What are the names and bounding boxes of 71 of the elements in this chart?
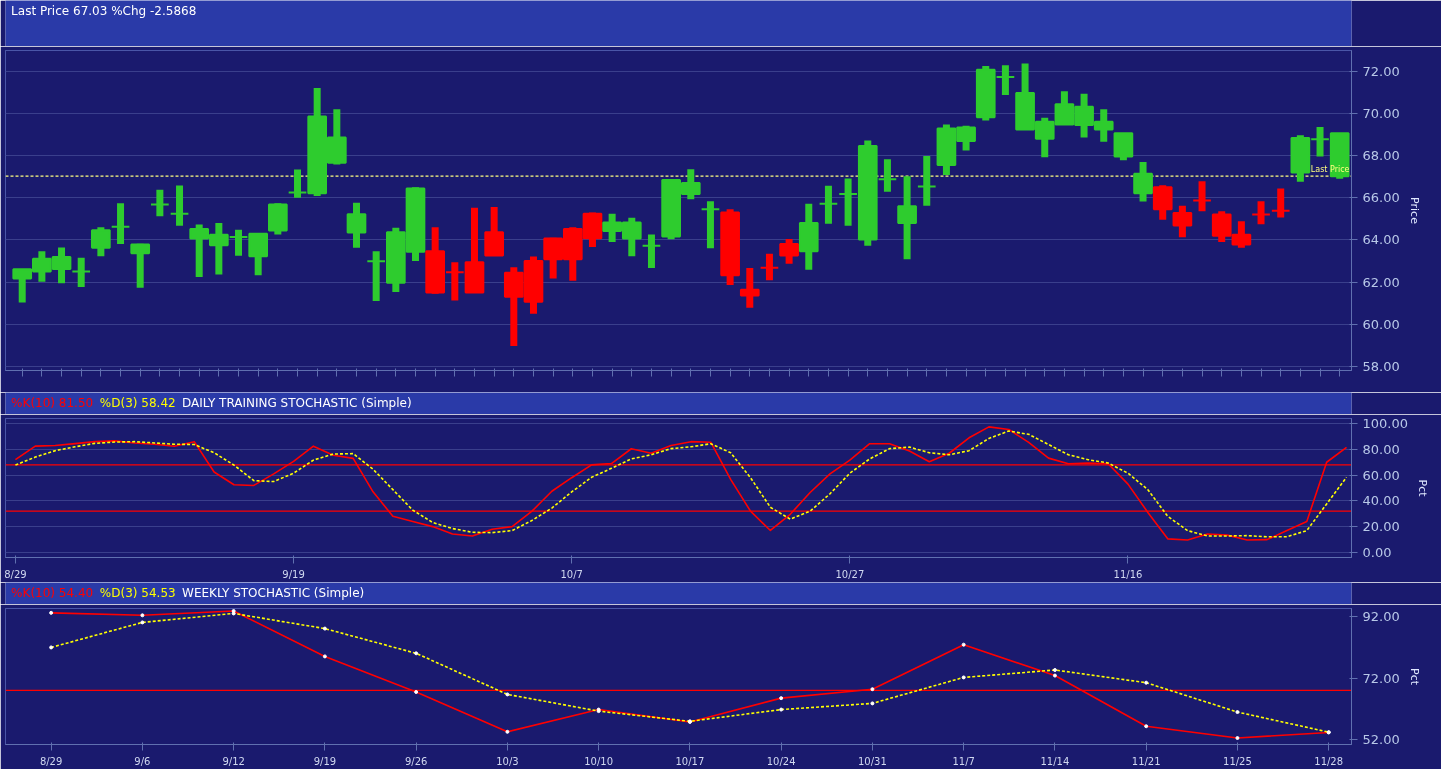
candlestick xyxy=(818,185,839,224)
candlestick xyxy=(897,176,917,260)
candlestick xyxy=(130,243,151,288)
candlestick xyxy=(641,234,662,268)
y-tick-label: 70.00 xyxy=(1362,106,1400,122)
x-tick-label: 9/6 xyxy=(134,755,151,767)
x-tick-label: 10/3 xyxy=(496,755,519,767)
y-tick-label: 80.00 xyxy=(1362,441,1400,457)
y-tick-label: 0.00 xyxy=(1362,544,1392,560)
y-tick-label: 60.00 xyxy=(1362,467,1400,483)
candlestick xyxy=(91,227,111,257)
y-tick-label: 60.00 xyxy=(1362,316,1400,332)
candlestick xyxy=(150,189,170,217)
candlestick xyxy=(1192,181,1212,212)
y-tick-label: 40.00 xyxy=(1362,493,1400,509)
text: %D(3) 58.42 xyxy=(99,395,176,410)
candlestick xyxy=(779,238,799,264)
candlestick xyxy=(739,267,760,308)
text: %K(10) 81.50 xyxy=(11,395,94,410)
x-tick-label: 9/12 xyxy=(222,755,245,767)
y-tick-label: 52.00 xyxy=(1362,732,1400,748)
x-tick-label: 11/7 xyxy=(952,755,975,767)
candlestick xyxy=(759,253,780,281)
x-tick-label: 11/28 xyxy=(1314,755,1344,767)
x-tick-label: 11/14 xyxy=(1040,755,1070,767)
candlestick xyxy=(916,155,937,206)
y-tick-label: 64.00 xyxy=(1362,232,1400,248)
candlestick xyxy=(1270,188,1291,218)
candlestick xyxy=(1172,205,1193,238)
candlestick xyxy=(1251,201,1271,225)
candlestick xyxy=(1113,132,1134,161)
x-tick-label: 11/21 xyxy=(1131,755,1161,767)
chart-title: Last Price 67.03 %Chg -2.5868 xyxy=(11,3,197,18)
y-tick-label: 66.00 xyxy=(1362,190,1400,206)
x-tick-label: 9/19 xyxy=(282,568,305,580)
candlestick xyxy=(700,201,721,249)
y-axis-title: Pct xyxy=(1407,668,1421,686)
series-label: %D(3) 54.53 xyxy=(99,585,176,600)
y-tick-label: 20.00 xyxy=(1362,519,1400,535)
chart-title: DAILY TRAINING STOCHASTIC (Simple) xyxy=(182,395,412,410)
y-tick-label: 62.00 xyxy=(1362,274,1400,290)
chart-title: WEEKLY STOCHASTIC (Simple) xyxy=(182,585,365,600)
candlestick xyxy=(484,206,504,257)
y-axis-title: Price xyxy=(1407,197,1421,225)
x-tick-label: 9/19 xyxy=(313,755,337,767)
ref-line-label: Last Price xyxy=(1310,165,1350,175)
candlestick xyxy=(1152,185,1173,220)
y-tick-label: 92.00 xyxy=(1362,608,1400,624)
series-label: %K(10) 54.40 xyxy=(11,585,94,600)
x-tick-label: 8/29 xyxy=(39,755,63,767)
candlestick xyxy=(71,257,92,287)
candlestick xyxy=(346,202,367,248)
candlestick xyxy=(110,203,131,244)
candlestick xyxy=(1133,162,1153,202)
x-tick-label: 9/26 xyxy=(404,755,428,767)
y-tick-label: 72.00 xyxy=(1362,670,1400,686)
x-tick-label: 10/24 xyxy=(766,755,796,767)
x-tick-label: 10/7 xyxy=(560,568,583,580)
y-axis-title: Pct xyxy=(1415,479,1429,498)
x-tick-label: 11/25 xyxy=(1223,755,1252,767)
y-tick-label: 68.00 xyxy=(1362,148,1400,164)
x-tick-label: 10/27 xyxy=(835,568,865,580)
y-tick-label: 100.00 xyxy=(1362,416,1408,432)
x-tick-label: 11/16 xyxy=(1113,568,1143,580)
y-tick-label: 72.00 xyxy=(1362,64,1400,80)
x-tick-label: 10/10 xyxy=(584,755,614,767)
y-tick-label: 58.00 xyxy=(1362,358,1400,374)
x-tick-label: 10/31 xyxy=(858,755,887,767)
candlestick xyxy=(169,185,190,226)
x-tick-label: 8/29 xyxy=(4,568,27,580)
x-tick-label: 10/17 xyxy=(675,755,705,767)
